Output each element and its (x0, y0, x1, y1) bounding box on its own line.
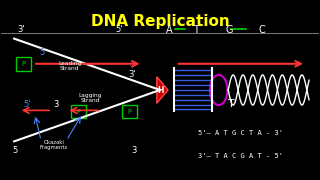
Text: T: T (228, 99, 235, 109)
Text: 5: 5 (39, 48, 45, 57)
Text: P: P (77, 109, 81, 115)
Text: H: H (158, 86, 164, 94)
Text: Lagging
Strand: Lagging Strand (78, 93, 102, 103)
FancyBboxPatch shape (16, 57, 31, 71)
Text: 5': 5' (116, 25, 123, 34)
Text: 3: 3 (54, 100, 59, 109)
FancyBboxPatch shape (71, 105, 86, 118)
Text: 5: 5 (12, 146, 18, 155)
Text: 3: 3 (132, 146, 137, 155)
Text: G: G (225, 25, 233, 35)
Text: Leading
Strand: Leading Strand (58, 61, 81, 71)
Text: 3': 3' (17, 25, 25, 34)
Text: A: A (166, 25, 173, 35)
Text: DNA Replication: DNA Replication (91, 14, 229, 29)
Text: 3': 3' (128, 70, 136, 79)
Text: 5': 5' (24, 100, 31, 109)
Text: Okazaki
Fragments: Okazaki Fragments (40, 140, 68, 150)
Text: 3'– T A C G A T - 5': 3'– T A C G A T - 5' (198, 153, 283, 159)
FancyBboxPatch shape (122, 105, 137, 118)
Polygon shape (157, 77, 168, 103)
Text: P: P (127, 109, 132, 115)
Text: T: T (193, 25, 199, 35)
Text: P: P (21, 61, 25, 67)
Text: 5'– A T G C T A - 3': 5'– A T G C T A - 3' (198, 130, 283, 136)
Text: C: C (258, 25, 265, 35)
